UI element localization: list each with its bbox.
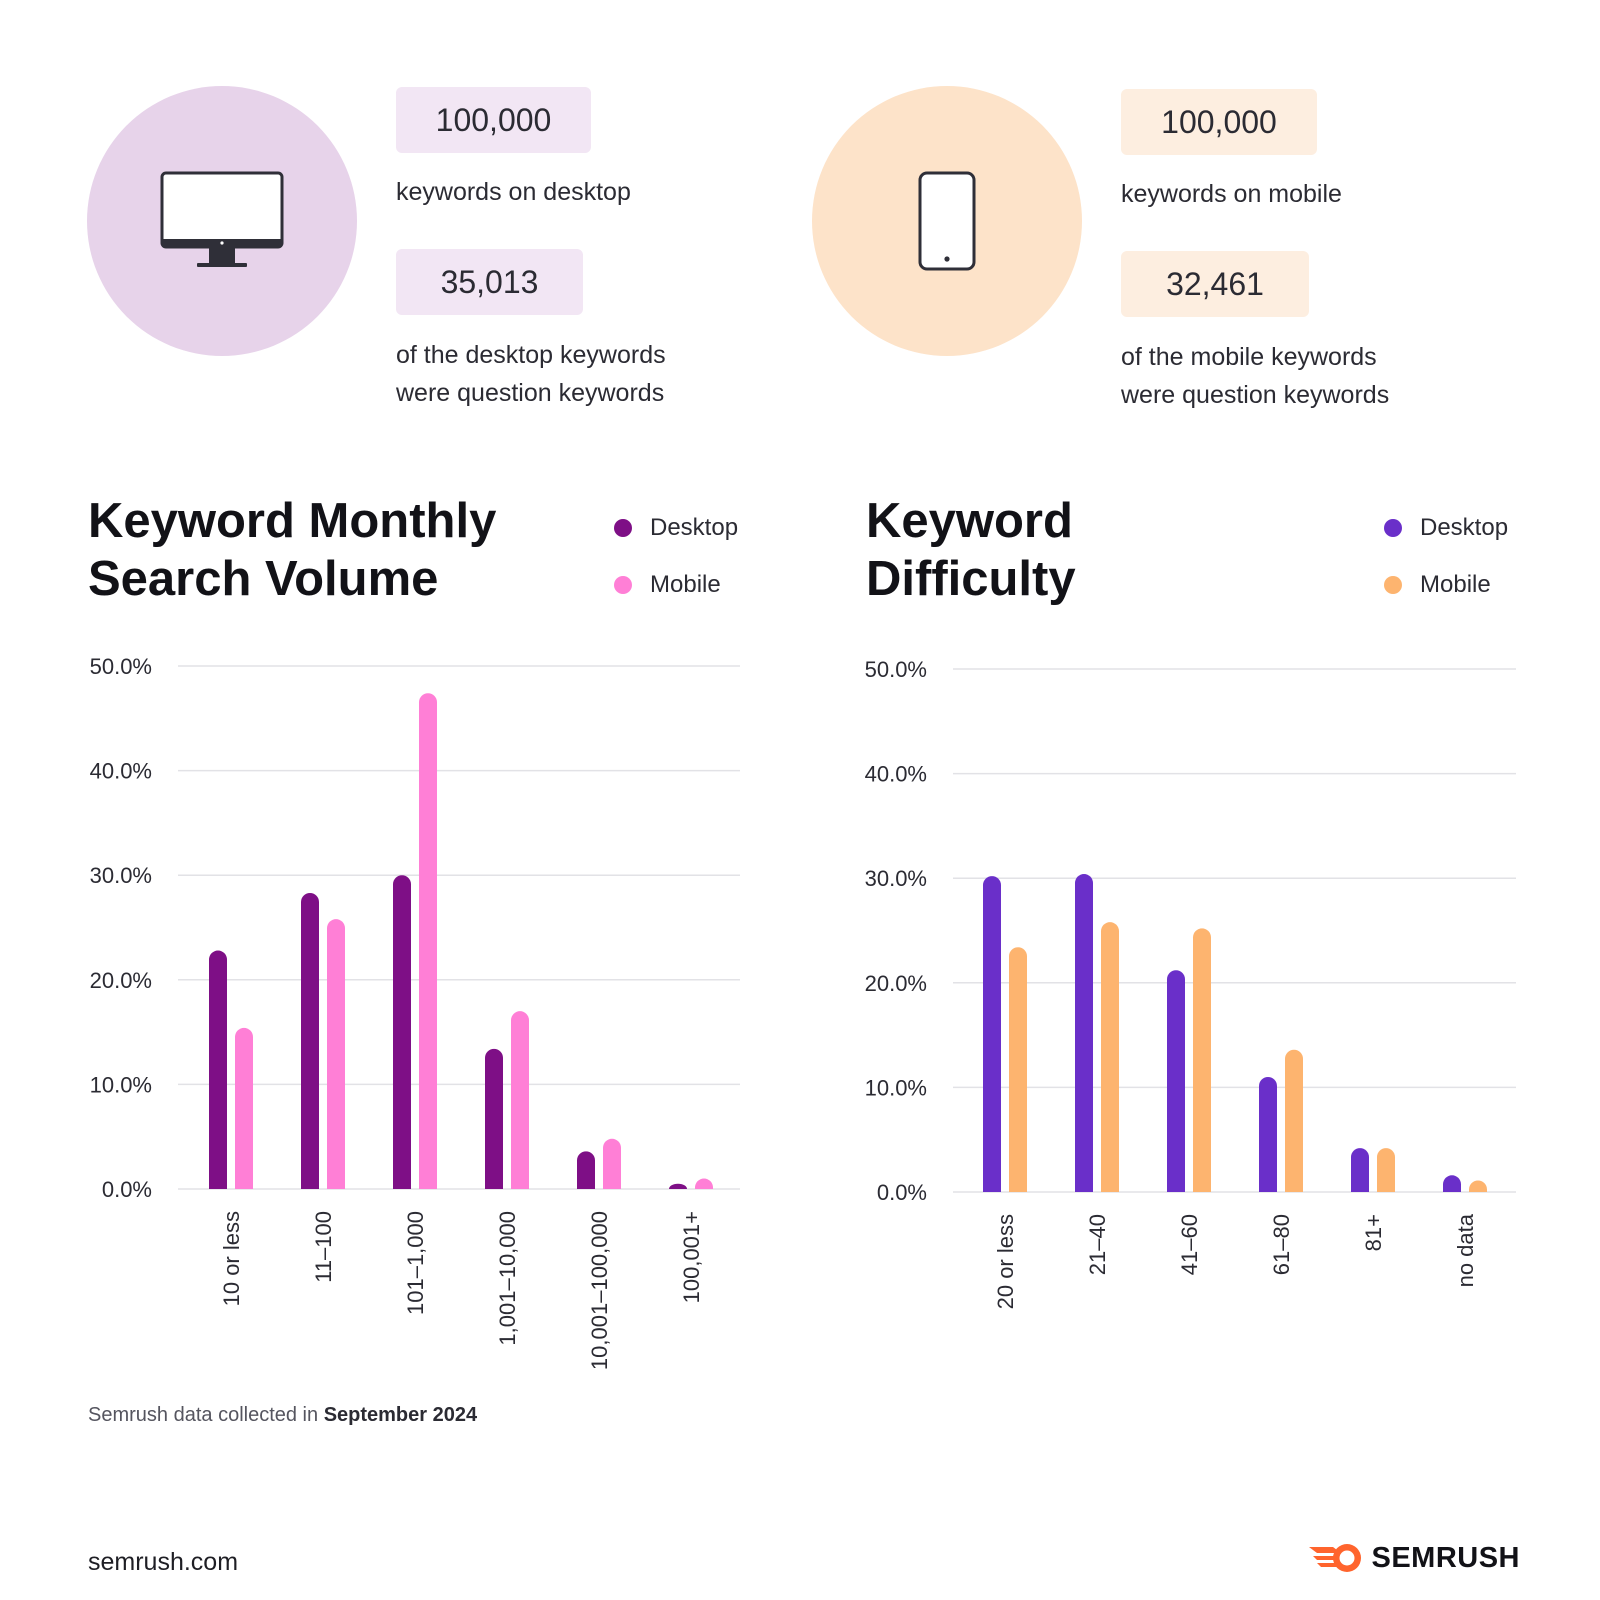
volume-legend-desktop-label: Desktop <box>650 514 739 541</box>
volume-bar-desktop-2 <box>393 875 411 1189</box>
volume-chart-title-line-2: Search Volume <box>88 552 439 606</box>
difficulty-chart-title: Keyword Difficulty <box>866 492 1076 608</box>
volume-y-tick-label: 20.0% <box>90 968 152 993</box>
difficulty-bar-desktop-5 <box>1443 1175 1461 1192</box>
semrush-logo: SEMRUSH <box>1307 1541 1520 1575</box>
mobile-total-value: 100,000 <box>1161 103 1277 140</box>
mobile-questions-label: of the mobile keywords were question key… <box>1121 338 1501 414</box>
volume-legend-desktop-swatch <box>614 519 632 537</box>
volume-bar-desktop-3 <box>485 1048 503 1189</box>
desktop-questions-value: 35,013 <box>440 263 539 300</box>
difficulty-bar-mobile-3 <box>1285 1049 1303 1192</box>
difficulty-bar-desktop-0 <box>983 876 1001 1192</box>
desktop-total-value: 100,000 <box>435 101 552 138</box>
difficulty-x-tick-label: no data <box>1453 1213 1478 1287</box>
desktop-circle <box>87 86 357 356</box>
difficulty-legend-mobile: Mobile <box>1384 571 1491 599</box>
difficulty-bar-desktop-2 <box>1167 970 1185 1192</box>
mobile-total-label: keywords on mobile <box>1121 180 1342 208</box>
difficulty-x-tick-label: 21–40 <box>1085 1214 1110 1275</box>
volume-bar-desktop-4 <box>577 1151 595 1189</box>
source-note: Semrush data collected in September 2024 <box>88 1404 477 1427</box>
volume-bar-desktop-1 <box>301 892 319 1189</box>
volume-x-tick-label: 10 or less <box>219 1211 244 1306</box>
volume-y-tick-label: 50.0% <box>90 654 152 679</box>
mobile-questions-badge: 32,461 <box>1121 251 1309 317</box>
volume-legend-mobile: Mobile <box>614 571 721 599</box>
volume-bar-desktop-0 <box>209 950 228 1189</box>
volume-x-tick-label: 10,001–100,000 <box>587 1211 612 1370</box>
difficulty-bar-desktop-4 <box>1351 1148 1369 1192</box>
difficulty-y-tick-label: 20.0% <box>865 971 927 996</box>
volume-legend-desktop: Desktop <box>614 514 738 542</box>
difficulty-x-tick-label: 41–60 <box>1177 1214 1202 1275</box>
brand-name: SEMRUSH <box>1371 1541 1520 1574</box>
mobile-questions-value: 32,461 <box>1166 265 1264 302</box>
volume-bar-mobile-3 <box>511 1011 529 1189</box>
volume-y-tick-label: 10.0% <box>90 1072 152 1097</box>
volume-bar-desktop-5 <box>669 1183 687 1189</box>
difficulty-bar-mobile-4 <box>1377 1148 1395 1192</box>
volume-legend-mobile-swatch <box>614 576 632 594</box>
desktop-questions-label: of the desktop keywords were question ke… <box>396 336 756 412</box>
volume-bar-mobile-1 <box>327 919 345 1189</box>
volume-bar-mobile-0 <box>235 1027 253 1189</box>
desktop-questions-badge: 35,013 <box>396 249 583 315</box>
difficulty-y-tick-label: 40.0% <box>865 762 927 787</box>
mobile-circle <box>812 86 1082 356</box>
volume-x-tick-label: 100,001+ <box>679 1211 704 1303</box>
difficulty-y-tick-label: 10.0% <box>865 1075 927 1100</box>
desktop-questions-label-line-1: of the desktop keywords <box>396 341 666 369</box>
source-note-prefix: Semrush data collected in <box>88 1404 324 1426</box>
difficulty-y-tick-label: 0.0% <box>877 1180 927 1205</box>
mobile-total-badge: 100,000 <box>1121 89 1317 155</box>
difficulty-chart-title-line-2: Difficulty <box>866 552 1076 606</box>
difficulty-bar-mobile-1 <box>1101 922 1119 1192</box>
difficulty-bar-mobile-2 <box>1193 928 1211 1192</box>
volume-x-tick-label: 11–100 <box>311 1211 336 1283</box>
difficulty-legend-desktop: Desktop <box>1384 514 1508 542</box>
website-link[interactable]: semrush.com <box>88 1548 239 1576</box>
volume-y-tick-label: 40.0% <box>90 759 152 784</box>
desktop-total-label: keywords on desktop <box>396 178 631 206</box>
volume-legend-mobile-label: Mobile <box>650 571 721 598</box>
volume-chart-title: Keyword Monthly Search Volume <box>88 492 496 608</box>
difficulty-x-tick-label: 61–80 <box>1269 1214 1294 1275</box>
mobile-questions-label-line-2: were question keywords <box>1121 381 1390 409</box>
difficulty-legend-desktop-label: Desktop <box>1420 514 1509 541</box>
difficulty-x-tick-label: 81+ <box>1361 1214 1386 1251</box>
volume-chart: 0.0% 10.0% 20.0% 30.0% 40.0% 50.0% 10 or less 1… <box>90 654 740 1370</box>
difficulty-legend-desktop-swatch <box>1384 519 1402 537</box>
mobile-questions-label-line-1: of the mobile keywords <box>1121 343 1377 371</box>
difficulty-bar-mobile-0 <box>1009 947 1027 1192</box>
desktop-monitor-icon <box>160 171 284 267</box>
smartphone-icon <box>918 171 976 271</box>
volume-x-tick-label: 101–1,000 <box>403 1211 428 1315</box>
source-note-date: September 2024 <box>323 1404 478 1426</box>
volume-bar-mobile-5 <box>695 1178 713 1189</box>
difficulty-chart-title-line-1: Keyword <box>866 494 1073 548</box>
volume-chart-title-line-1: Keyword Monthly <box>88 494 497 548</box>
desktop-total-badge: 100,000 <box>396 87 591 153</box>
difficulty-x-tick-label: 20 or less <box>993 1214 1018 1309</box>
difficulty-bar-mobile-5 <box>1469 1180 1487 1192</box>
volume-y-tick-label: 0.0% <box>102 1177 152 1202</box>
difficulty-y-tick-label: 30.0% <box>865 866 927 891</box>
difficulty-chart: 0.0% 10.0% 20.0% 30.0% 40.0% 50.0% 20 or less 2… <box>865 657 1516 1309</box>
volume-y-tick-label: 30.0% <box>90 863 152 888</box>
difficulty-bar-desktop-1 <box>1075 874 1093 1192</box>
difficulty-legend-mobile-swatch <box>1384 576 1402 594</box>
difficulty-bar-desktop-3 <box>1259 1076 1277 1192</box>
volume-x-tick-label: 1,001–10,000 <box>495 1211 520 1346</box>
desktop-questions-label-line-2: were question keywords <box>396 379 665 407</box>
semrush-logo-icon <box>1309 1544 1362 1572</box>
difficulty-legend-mobile-label: Mobile <box>1420 571 1491 598</box>
volume-bar-mobile-2 <box>419 693 437 1189</box>
difficulty-y-tick-label: 50.0% <box>865 657 927 682</box>
volume-bar-mobile-4 <box>603 1138 621 1189</box>
